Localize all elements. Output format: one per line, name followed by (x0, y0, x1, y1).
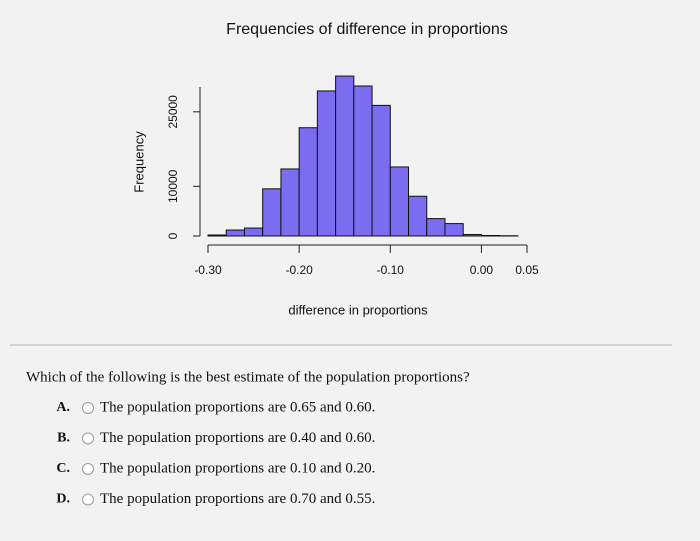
bar (462, 234, 482, 237)
y-tick-label: 25000 (166, 95, 180, 129)
option-text[interactable]: The population proportions are 0.40 and … (100, 430, 375, 446)
option-text[interactable]: The population proportions are 0.70 and … (100, 491, 375, 507)
chart-title: Frequencies of difference in proportions (226, 21, 508, 38)
bar (316, 90, 337, 237)
option-letter: D. (56, 492, 70, 507)
option-letter: C. (56, 461, 70, 476)
y-tick-label: 0 (166, 232, 180, 239)
x-tick-label: 0.00 (470, 263, 494, 277)
radio-button[interactable] (82, 493, 94, 506)
x-axis-title: difference in proportions (288, 302, 428, 317)
bar (225, 229, 245, 237)
bar (371, 104, 391, 237)
x-tick-label: 0.05 (515, 263, 539, 277)
bar (389, 166, 410, 237)
y-axis-title: Frequency (131, 131, 146, 193)
bar (243, 227, 264, 237)
bar (408, 195, 428, 237)
bar (207, 234, 227, 237)
option-text[interactable]: The population proportions are 0.10 and … (100, 460, 375, 476)
bar (353, 85, 373, 237)
bar (444, 223, 464, 237)
bar (335, 75, 355, 237)
y-tick-label: 10000 (166, 169, 180, 203)
x-tick-label: -0.10 (377, 263, 405, 277)
radio-button[interactable] (82, 463, 94, 475)
bar (280, 168, 300, 237)
bar (426, 218, 446, 237)
option-letter: B. (57, 431, 70, 446)
x-tick-label: -0.30 (194, 263, 222, 277)
bar (298, 127, 318, 237)
radio-button[interactable] (82, 402, 94, 414)
option-letter: A. (56, 400, 70, 415)
question: Which of the following is the best estim… (26, 369, 470, 385)
option-text[interactable]: The population proportions are 0.65 and … (100, 399, 375, 415)
x-tick-label: -0.20 (285, 263, 313, 277)
radio-button[interactable] (82, 432, 94, 445)
bar (262, 188, 282, 237)
